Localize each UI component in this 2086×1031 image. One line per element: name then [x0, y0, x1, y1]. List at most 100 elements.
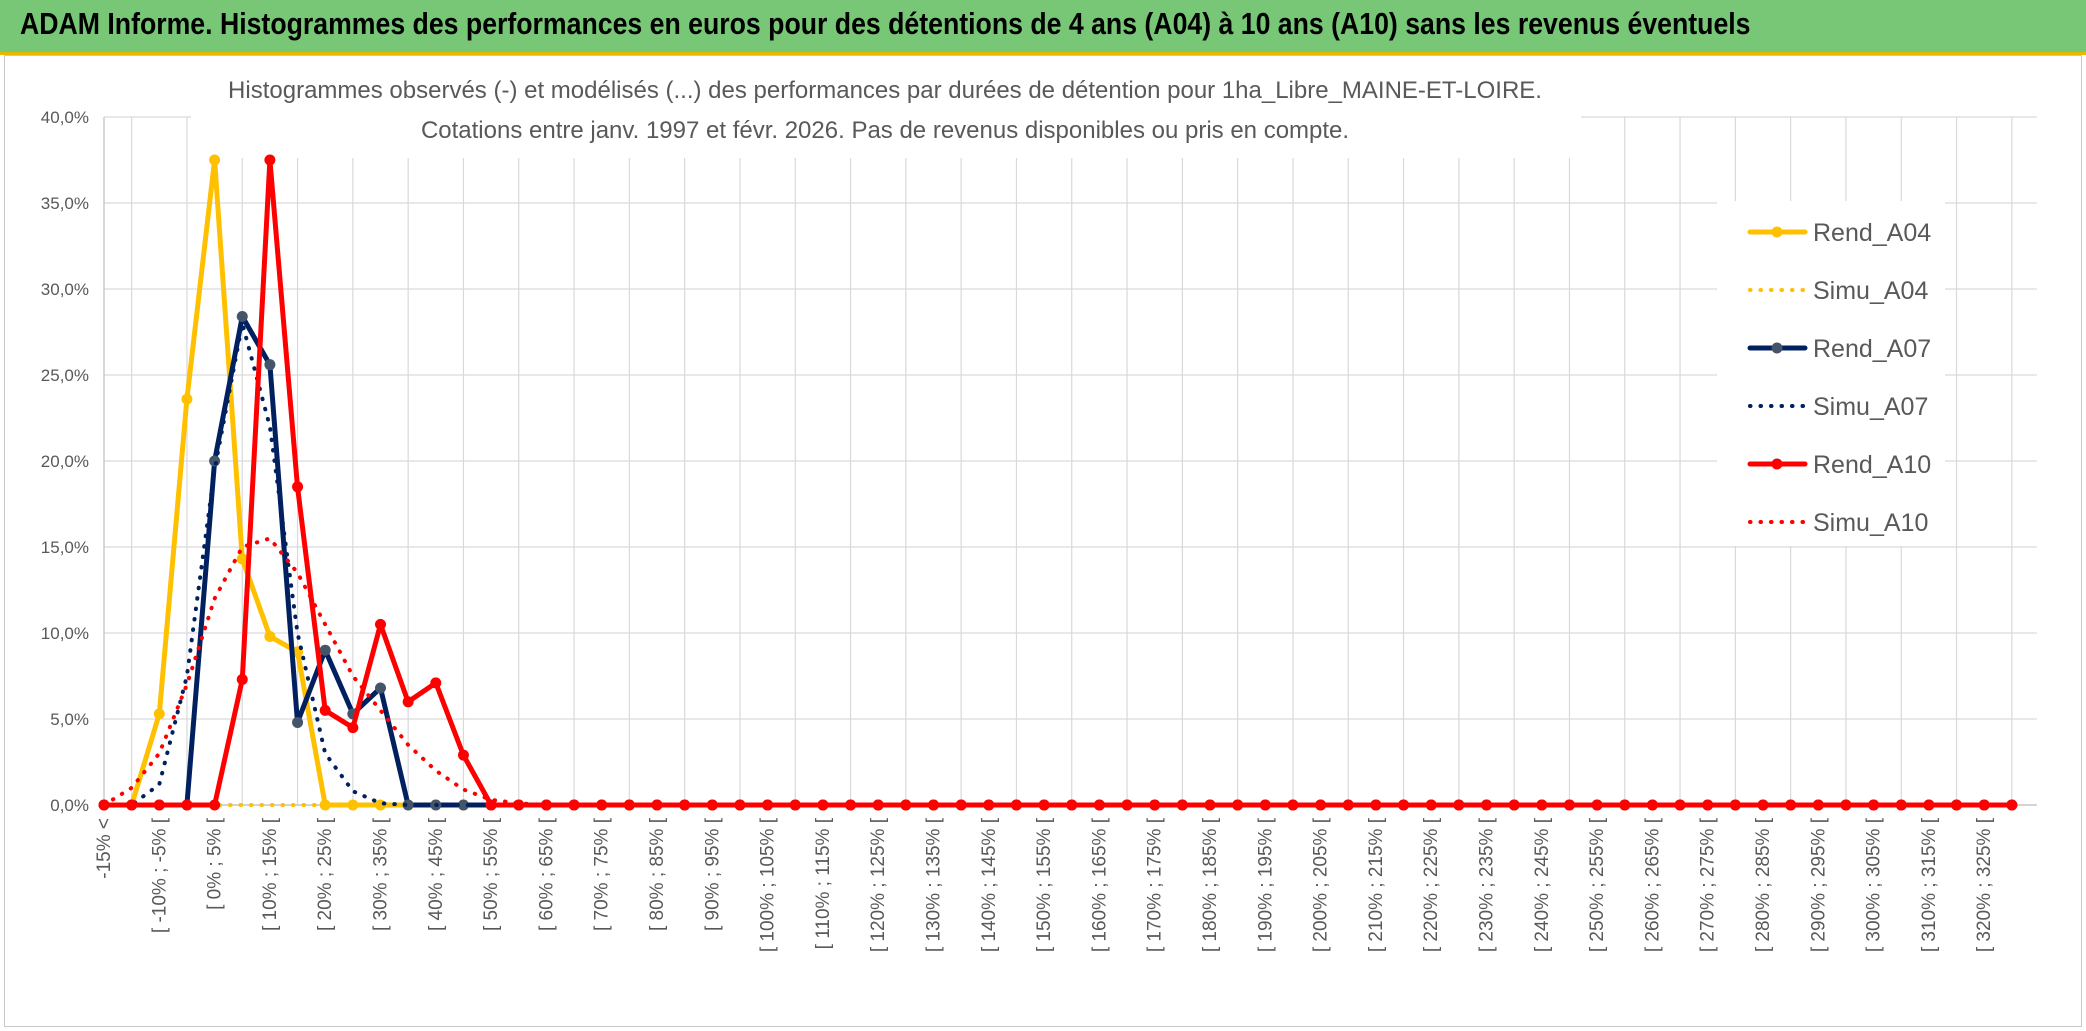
- x-tick-label: [ 170% ; 175% [: [1145, 817, 1166, 952]
- data-point-rend_a10: [485, 799, 497, 811]
- data-point-rend_a10: [1259, 799, 1271, 811]
- data-point-rend_a07: [375, 682, 386, 694]
- x-tick-label: [ 240% ; 245% [: [1532, 817, 1553, 952]
- y-tick-label: 15,0%: [41, 538, 89, 557]
- data-point-rend_a10: [1536, 799, 1548, 811]
- line-chart: 0,0% 5,0% 10,0% 15,0% 20,0% 25,0% 30,0% 35,0% 40…: [41, 58, 2037, 952]
- x-tick-label: [ 110% ; 115% [: [813, 817, 834, 949]
- x-tick-label: [ 0% ; 5% [: [205, 817, 226, 910]
- data-point-rend_a04: [236, 553, 248, 565]
- x-tick-label: [ 310% ; 315% [: [1919, 817, 1940, 952]
- data-point-rend_a10: [706, 799, 718, 811]
- data-point-rend_a10: [209, 799, 221, 811]
- data-point-rend_a10: [1093, 799, 1105, 811]
- chart-title-background-box: [191, 58, 1581, 158]
- data-point-rend_a10: [292, 481, 304, 493]
- data-point-rend_a10: [1840, 799, 1852, 811]
- data-point-rend_a04: [347, 799, 359, 811]
- data-point-rend_a10: [872, 799, 884, 811]
- data-point-rend_a10: [1868, 799, 1880, 811]
- data-point-rend_a10: [236, 673, 248, 685]
- chart-area: 0,0% 5,0% 10,0% 15,0% 20,0% 25,0% 30,0% 35,0% 40…: [4, 55, 2082, 1027]
- y-tick-label: 40,0%: [41, 108, 89, 127]
- series: [98, 154, 2018, 811]
- data-point-rend_a10: [264, 154, 276, 166]
- data-point-rend_a10: [1619, 799, 1631, 811]
- data-point-rend_a10: [1481, 799, 1492, 811]
- data-point-rend_a10: [153, 799, 165, 811]
- x-tick-label: [ 300% ; 305% [: [1864, 817, 1885, 952]
- data-point-rend_a04: [264, 630, 276, 642]
- legend-background: [1717, 201, 1945, 546]
- data-point-rend_a10: [1315, 799, 1327, 811]
- data-point-rend_a10: [347, 722, 359, 734]
- legend-label: Rend_A04: [1813, 219, 1931, 247]
- series-line-simu_a10: [102, 536, 2014, 807]
- data-point-rend_a07: [236, 311, 248, 323]
- x-tick-label: [ 230% ; 235% [: [1477, 817, 1498, 952]
- data-point-rend_a10: [1951, 799, 1963, 811]
- data-point-rend_a10: [181, 799, 193, 811]
- data-point-rend_a10: [955, 799, 967, 811]
- x-tick-label: [ -10% ; -5% [: [149, 817, 170, 933]
- data-point-rend_a07: [319, 644, 331, 656]
- x-tick-label: [ 160% ; 165% [: [1089, 817, 1110, 952]
- x-tick-label: [ 220% ; 225% [: [1421, 817, 1442, 952]
- data-point-rend_a10: [402, 696, 414, 708]
- legend-label: Rend_A07: [1813, 335, 1931, 363]
- data-point-rend_a10: [1563, 799, 1575, 811]
- data-point-rend_a10: [457, 749, 469, 761]
- data-point-rend_a10: [375, 618, 386, 630]
- legend-label: Simu_A04: [1813, 277, 1928, 305]
- data-point-rend_a10: [2006, 799, 2018, 811]
- data-point-rend_a04: [181, 393, 193, 405]
- x-tick-label: [ 280% ; 285% [: [1753, 817, 1774, 952]
- data-point-rend_a07: [402, 799, 414, 811]
- data-point-rend_a10: [1010, 799, 1022, 811]
- x-tick-label: [ 80% ; 85% [: [647, 817, 668, 931]
- x-tick-label: -15% <: [94, 818, 115, 879]
- data-point-rend_a10: [1121, 799, 1133, 811]
- x-tick-label: [ 290% ; 295% [: [1808, 817, 1829, 952]
- legend-label: Simu_A07: [1813, 393, 1928, 421]
- data-point-rend_a10: [319, 704, 331, 716]
- x-tick-label: [ 60% ; 65% [: [536, 817, 557, 931]
- data-point-rend_a10: [126, 799, 138, 811]
- data-point-rend_a10: [1923, 799, 1935, 811]
- legend-marker: [1771, 226, 1783, 238]
- data-point-rend_a10: [568, 799, 580, 811]
- data-point-rend_a10: [1646, 799, 1658, 811]
- x-tick-label: [ 10% ; 15% [: [260, 817, 281, 931]
- legend-label: Rend_A10: [1813, 451, 1931, 479]
- x-tick-label: [ 30% ; 35% [: [371, 817, 392, 931]
- data-point-rend_a07: [457, 799, 469, 811]
- x-tick-label: [ 90% ; 95% [: [702, 817, 723, 931]
- data-point-rend_a04: [153, 708, 165, 720]
- data-point-rend_a10: [430, 677, 442, 689]
- legend-label: Simu_A10: [1813, 509, 1928, 537]
- x-tick-label: [ 100% ; 105% [: [758, 817, 779, 952]
- y-tick-label: 30,0%: [41, 280, 89, 299]
- data-point-rend_a10: [1342, 799, 1354, 811]
- data-point-rend_a10: [1785, 799, 1797, 811]
- x-tick-label: [ 260% ; 265% [: [1642, 817, 1663, 952]
- x-tick-label: [ 270% ; 275% [: [1698, 817, 1719, 952]
- x-tick-label: [ 180% ; 185% [: [1200, 817, 1221, 952]
- data-point-rend_a10: [1176, 799, 1188, 811]
- x-tick-label: [ 250% ; 255% [: [1587, 817, 1608, 952]
- legend: Rend_A04 Simu_A04 Rend_A07 Simu_A07 Rend_A10…: [1717, 201, 1945, 546]
- x-tick-label: [ 20% ; 25% [: [315, 817, 336, 931]
- legend-marker: [1771, 458, 1783, 470]
- data-point-rend_a07: [292, 716, 304, 728]
- x-tick-label: [ 40% ; 45% [: [426, 817, 447, 931]
- data-point-rend_a10: [734, 799, 746, 811]
- data-point-rend_a10: [1038, 799, 1050, 811]
- x-tick-label: [ 190% ; 195% [: [1255, 817, 1276, 952]
- y-tick-label: 5,0%: [50, 710, 89, 729]
- data-point-rend_a10: [1398, 799, 1410, 811]
- y-tick-label: 0,0%: [50, 796, 89, 815]
- chart-title-background: [191, 58, 1581, 158]
- y-tick-label: 25,0%: [41, 366, 89, 385]
- data-point-rend_a10: [789, 799, 801, 811]
- y-tick-label: 10,0%: [41, 624, 89, 643]
